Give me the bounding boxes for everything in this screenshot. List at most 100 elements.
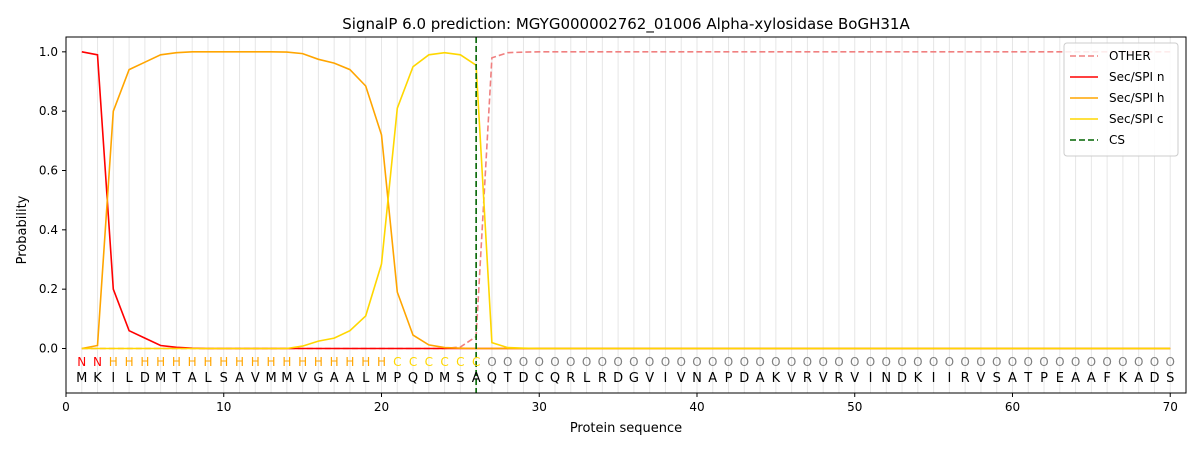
residue-label: F (1103, 371, 1110, 386)
series-layer (81, 37, 1171, 393)
region-label: C (472, 355, 480, 369)
residue-label: V (819, 371, 828, 386)
legend-label: OTHER (1109, 49, 1151, 63)
residue-label: I (869, 371, 873, 386)
series-line-sec-spi-c (81, 51, 1171, 350)
residue-label: A (472, 371, 481, 386)
residue-label: L (204, 371, 212, 386)
residue-label: M (155, 371, 166, 386)
region-label: H (361, 355, 370, 369)
residue-label: D (1149, 371, 1159, 386)
residue-label: A (330, 371, 339, 386)
residue-label: V (850, 371, 859, 386)
residue-label: D (613, 371, 623, 386)
y-tick-label: 0.4 (39, 223, 58, 237)
residue-label: A (708, 371, 717, 386)
y-tick-label: 0.6 (39, 164, 58, 178)
region-label: O (787, 355, 796, 369)
residue-label: T (503, 371, 512, 386)
legend-label: Sec/SPI n (1109, 70, 1164, 84)
residue-label: K (93, 371, 102, 386)
residue-label: M (281, 371, 292, 386)
region-label: O (676, 355, 685, 369)
residue-label: M (439, 371, 450, 386)
grid-lines (81, 37, 1171, 393)
residue-label: M (376, 371, 387, 386)
x-tick-label: 60 (1005, 400, 1020, 414)
region-label: O (582, 355, 591, 369)
residue-label: V (677, 371, 686, 386)
legend: OTHER Sec/SPI n Sec/SPI h Sec/SPI c CS (1063, 42, 1179, 157)
residue-label: K (772, 371, 781, 386)
residue-label: P (725, 371, 733, 386)
region-label: H (109, 355, 118, 369)
residue-label: T (1023, 371, 1032, 386)
residue-label: D (518, 371, 528, 386)
region-label: H (156, 355, 165, 369)
region-label: H (203, 355, 212, 369)
residue-label: I (932, 371, 936, 386)
region-label: O (1071, 355, 1080, 369)
region-label: O (1150, 355, 1159, 369)
region-label: O (992, 355, 1001, 369)
region-label: H (345, 355, 354, 369)
residue-label: P (393, 371, 401, 386)
region-label: H (219, 355, 228, 369)
y-axis-label: Probability (15, 195, 30, 264)
region-label: O (1102, 355, 1111, 369)
region-label: O (1087, 355, 1096, 369)
residue-label: Q (487, 371, 497, 386)
region-label: O (503, 355, 512, 369)
region-label: H (140, 355, 149, 369)
region-label: H (125, 355, 134, 369)
region-label: O (803, 355, 812, 369)
region-label: O (1055, 355, 1064, 369)
legend-label: Sec/SPI c (1109, 112, 1163, 126)
region-label: H (298, 355, 307, 369)
residue-label: Q (408, 371, 418, 386)
legend-label: CS (1109, 133, 1125, 147)
x-axis-label: Protein sequence (570, 421, 682, 436)
residue-label: V (976, 371, 985, 386)
residue-label: D (897, 371, 907, 386)
y-tick-label: 0.0 (39, 342, 58, 356)
series-line-other (81, 50, 1171, 350)
residue-label: E (1056, 371, 1064, 386)
residue-label: A (1134, 371, 1143, 386)
y-tick-label: 0.2 (39, 282, 58, 296)
x-tick-label: 20 (374, 400, 389, 414)
residue-label: D (424, 371, 434, 386)
residue-label: K (914, 371, 923, 386)
region-label: O (661, 355, 670, 369)
residue-label: S (1166, 371, 1174, 386)
region-label: O (598, 355, 607, 369)
region-label: O (1039, 355, 1048, 369)
residue-label: M (76, 371, 87, 386)
residue-label: N (881, 371, 891, 386)
region-label: C (409, 355, 417, 369)
region-label: O (1024, 355, 1033, 369)
region-label: O (566, 355, 575, 369)
region-label: O (866, 355, 875, 369)
x-tick-label: 0 (62, 400, 70, 414)
y-tick-label: 0.8 (39, 104, 58, 118)
region-label: O (882, 355, 891, 369)
region-label: C (456, 355, 464, 369)
x-tick-label: 70 (1163, 400, 1178, 414)
residue-label: I (111, 371, 115, 386)
residue-label: R (598, 371, 607, 386)
legend-box (1063, 42, 1179, 157)
residue-label: C (535, 371, 544, 386)
x-tick-label: 30 (532, 400, 547, 414)
region-label: C (440, 355, 448, 369)
residue-label: R (566, 371, 575, 386)
region-label: O (945, 355, 954, 369)
residue-label: A (345, 371, 354, 386)
region-label: H (330, 355, 339, 369)
region-label: O (771, 355, 780, 369)
region-label: O (613, 355, 622, 369)
residue-label: A (1008, 371, 1017, 386)
residue-label: V (787, 371, 796, 386)
residue-label: P (1040, 371, 1048, 386)
